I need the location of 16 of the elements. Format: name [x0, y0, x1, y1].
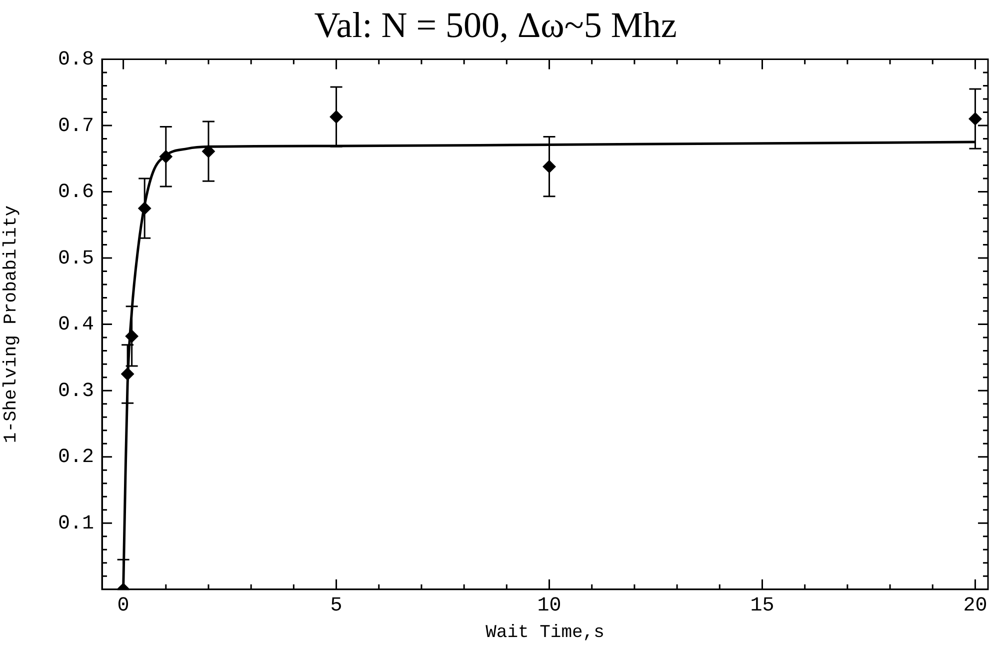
x-tick-label: 20	[963, 594, 988, 618]
y-tick-label: 0.2	[58, 446, 94, 470]
y-tick-label: 0.4	[58, 314, 94, 337]
y-tick-label: 0.7	[58, 114, 94, 138]
y-tick-label: 0.3	[58, 380, 94, 403]
x-tick-label: 10	[537, 594, 562, 618]
x-tick-label: 0	[117, 594, 130, 618]
y-tick-label: 0.1	[58, 512, 94, 536]
x-tick-label: 5	[330, 594, 342, 618]
x-axis-title: Wait Time,s	[486, 622, 604, 643]
chart-title: Val: N = 500, Δω~5 Mhz	[314, 5, 677, 46]
y-tick-label: 0.5	[58, 247, 94, 270]
y-axis-title: 1-Shelving Probability	[2, 205, 22, 444]
y-tick-label: 0.8	[58, 48, 94, 72]
x-tick-label: 15	[750, 594, 774, 618]
y-tick-label: 0.6	[58, 181, 94, 204]
